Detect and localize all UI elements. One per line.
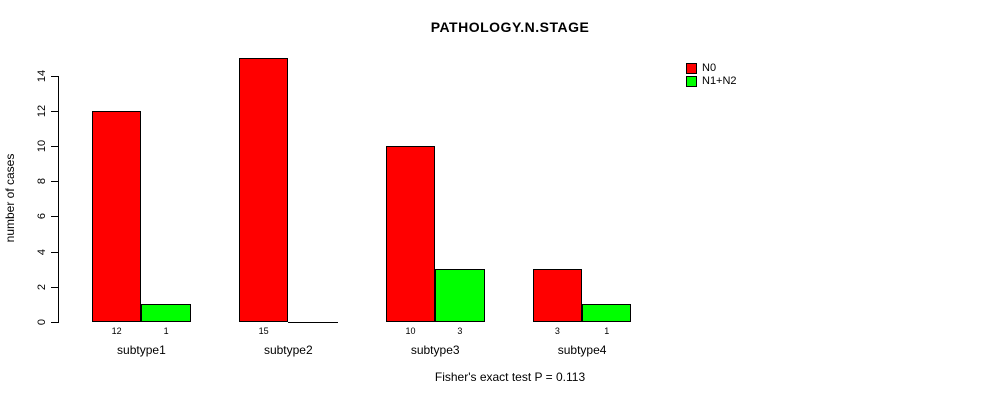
y-axis-label: number of cases [3, 153, 17, 243]
legend-swatch-n0 [686, 63, 697, 74]
y-tick-mark [51, 322, 58, 323]
category-label-subtype4: subtype4 [557, 343, 607, 357]
y-tick-label: 0 [36, 318, 48, 326]
bar-N0-subtype2 [238, 58, 289, 322]
y-axis-line [58, 75, 59, 323]
bar-value-label: 3 [457, 326, 463, 336]
y-tick-mark [51, 181, 58, 183]
bar-value-label: 10 [405, 326, 416, 336]
category-label-subtype2: subtype2 [263, 343, 313, 357]
bar-value-label: 12 [111, 326, 122, 336]
category-label-subtype1: subtype1 [117, 343, 166, 357]
y-tick-mark [51, 216, 58, 218]
y-tick-mark [51, 286, 58, 288]
bar-value-label: 1 [604, 326, 610, 336]
bar-N0-subtype1 [92, 110, 142, 322]
y-tick-label: 2 [36, 283, 48, 290]
y-tick-label: 12 [36, 104, 48, 117]
bar-value-label: 3 [554, 326, 560, 336]
zero-bar-N1+N2-subtype2 [288, 322, 338, 323]
bar-N1+N2-subtype4 [582, 304, 632, 322]
bar-N1+N2-subtype1 [141, 304, 191, 322]
y-tick-mark [51, 251, 58, 253]
legend-label-n1n2: N1+N2 [702, 75, 737, 87]
bar-N0-subtype3 [385, 146, 436, 322]
y-tick-mark [51, 75, 58, 77]
y-tick-label: 8 [36, 178, 48, 185]
legend-swatch-n1n2 [686, 76, 697, 87]
legend-item-n0: N0 [686, 63, 737, 74]
y-tick-label: 6 [36, 213, 48, 220]
bar-value-label: 15 [258, 326, 269, 336]
bar-N0-subtype4 [532, 269, 583, 322]
legend-label-n0: N0 [702, 62, 717, 74]
legend: N0 N1+N2 [686, 63, 737, 89]
fisher-test-caption: Fisher's exact test P = 0.113 [434, 370, 586, 384]
y-tick-mark [51, 110, 58, 112]
category-label-subtype3: subtype3 [410, 343, 460, 357]
chart-title: PATHOLOGY.N.STAGE [430, 19, 590, 35]
y-tick-label: 14 [36, 69, 48, 82]
y-tick-label: 10 [36, 139, 48, 153]
bar-N1+N2-subtype3 [435, 269, 485, 322]
bar-value-label: 1 [163, 326, 169, 336]
legend-item-n1n2: N1+N2 [686, 76, 737, 87]
y-tick-label: 4 [36, 248, 48, 255]
y-tick-mark [51, 146, 58, 147]
